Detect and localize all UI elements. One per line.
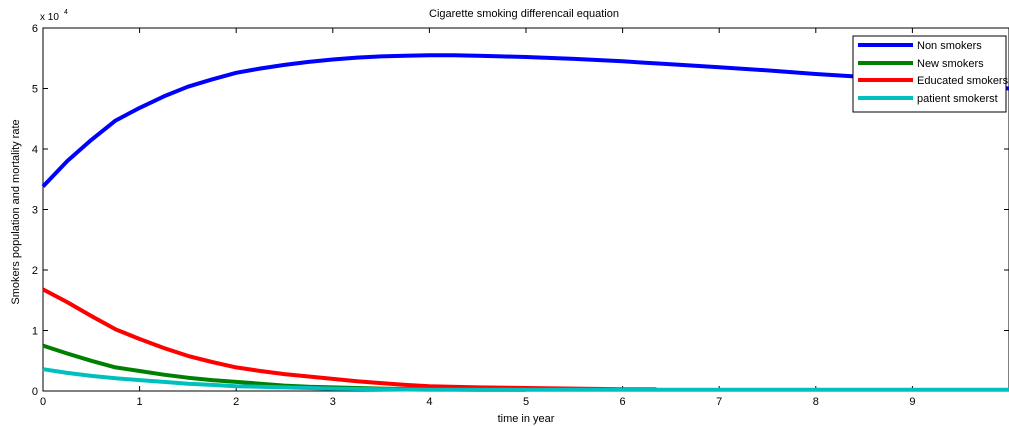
y-tick-label: 2 — [32, 265, 38, 277]
y-tick-label: 4 — [32, 144, 38, 156]
series-lines — [41, 53, 1009, 392]
y-tick-label: 6 — [32, 23, 38, 35]
series-line-educated-smokers — [42, 287, 657, 392]
x-tick-label: 6 — [620, 396, 626, 408]
plot-area — [42, 27, 1009, 392]
y-tick-label: 5 — [32, 84, 38, 96]
chart-title: Cigarette smoking differencail equation — [429, 8, 619, 20]
legend: Non smokers New smokers Educated smokers… — [852, 35, 1009, 113]
x-tick-label: 8 — [813, 396, 819, 408]
series-line-patient-smokerst — [42, 367, 1009, 392]
x-tick-label: 3 — [330, 396, 336, 408]
legend-label-patient-smokerst: patient smokerst — [917, 93, 998, 105]
y-exponent-label: x 10 — [40, 12, 59, 23]
x-tick-label: 0 — [40, 396, 46, 408]
legend-label-educated-smokers: Educated smokers — [917, 75, 1009, 87]
x-tick-label: 2 — [233, 396, 239, 408]
legend-label-new-smokers: New smokers — [917, 58, 984, 70]
y-tick-label: 1 — [32, 326, 38, 338]
series-line-non-smokers — [41, 53, 1009, 188]
y-axis-label: Smokers population and mortality rate — [10, 119, 22, 304]
x-tick-label: 1 — [137, 396, 143, 408]
x-tick-label: 5 — [523, 396, 529, 408]
x-tick-label: 7 — [716, 396, 722, 408]
y-tick-label: 0 — [32, 386, 38, 398]
y-exponent-power: 4 — [64, 9, 68, 16]
x-axis-label: time in year — [498, 413, 555, 425]
x-tick-label: 4 — [426, 396, 432, 408]
legend-label-non-smokers: Non smokers — [917, 40, 982, 52]
y-tick-label: 3 — [32, 205, 38, 217]
x-tick-label: 9 — [909, 396, 915, 408]
